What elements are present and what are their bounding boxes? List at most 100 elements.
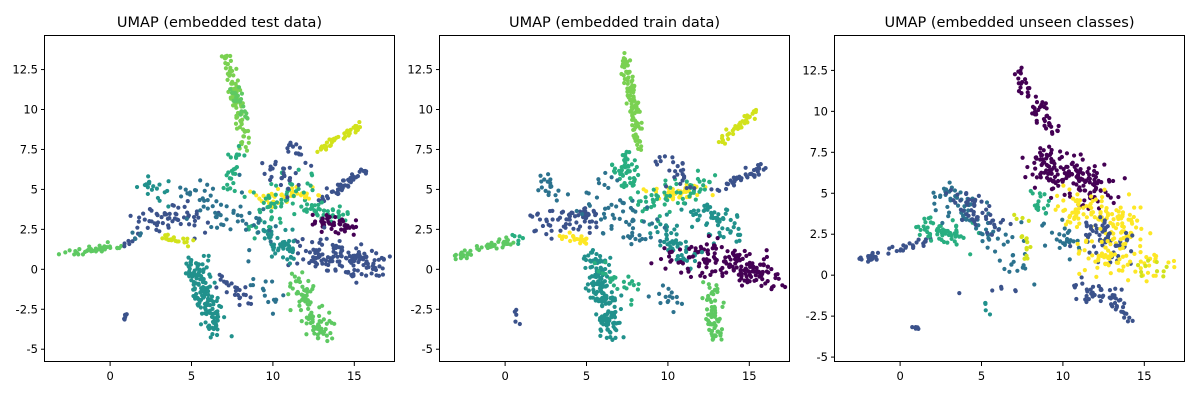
data-point [1061,177,1066,183]
data-point [1114,260,1119,265]
data-point [1095,265,1100,270]
data-point [709,331,714,336]
data-point [1094,274,1099,280]
data-point [758,262,763,267]
data-point [661,239,667,245]
data-point [337,204,342,209]
data-point [1138,244,1143,249]
data-point [1015,268,1020,273]
data-point [261,200,266,205]
data-point [630,123,635,128]
data-point [246,140,251,145]
data-point [316,335,321,341]
data-point [310,188,315,193]
data-point [248,295,253,300]
y-tick-label: 7.5 [20,142,38,156]
data-point [1063,222,1069,227]
data-point [306,306,311,311]
data-point [983,214,989,219]
data-point [357,169,362,174]
data-point [702,274,707,280]
data-point [1108,271,1113,276]
data-point [303,194,308,199]
data-point [709,187,714,192]
data-point [707,179,712,185]
data-point [1044,156,1049,161]
data-point [307,315,312,320]
data-point [198,178,203,183]
data-point [213,210,218,215]
data-point [1086,166,1091,171]
data-point [1118,205,1123,210]
data-point [629,162,635,167]
data-point [645,205,650,210]
data-point [1025,164,1030,170]
data-point [716,319,721,324]
data-point [231,180,236,186]
data-point [206,258,211,263]
y-tick-label: 10 [813,104,828,118]
data-point [281,293,286,298]
data-point [610,212,615,217]
data-point [1072,285,1077,290]
data-point [1112,300,1118,306]
data-point [184,261,189,266]
data-point [93,249,99,254]
data-point [1040,223,1045,228]
data-point [176,217,181,223]
data-point [662,190,667,195]
data-point [597,286,603,291]
data-point [246,135,251,140]
data-point [987,312,993,317]
data-point [330,336,335,341]
data-point [317,207,322,212]
data-point [178,185,183,190]
data-point [251,223,256,228]
data-point [691,208,696,213]
data-point [317,253,322,258]
data-point [324,236,329,241]
data-point [361,257,366,262]
data-point [337,183,342,188]
data-point [1110,304,1115,309]
data-point [1111,217,1116,222]
data-point [940,220,945,226]
data-point [248,189,253,194]
data-point [137,215,142,220]
y-tick-label: -2.5 [411,302,433,316]
data-point [1084,224,1089,229]
data-point [918,227,923,233]
data-point [293,189,299,194]
data-point [230,79,235,84]
data-point [730,264,735,269]
data-point [339,217,345,222]
data-point [1028,244,1033,250]
data-point [1100,194,1105,200]
data-point [667,168,672,173]
data-point [208,335,213,340]
data-point [1114,303,1119,309]
data-point [721,234,726,240]
data-point [707,327,712,332]
data-point [298,193,304,198]
data-point [726,136,731,142]
data-point [1122,315,1127,320]
data-point [508,242,513,247]
data-point [608,255,613,260]
data-point [743,266,748,271]
data-point [649,261,654,266]
data-point [1087,250,1092,255]
data-point [262,236,267,241]
data-point [615,178,620,183]
data-point [297,243,303,248]
data-point [221,185,226,191]
data-point [1032,106,1037,111]
data-point [587,230,592,236]
data-point [567,217,572,222]
data-point [760,277,765,282]
data-point [714,215,720,220]
data-point [287,165,292,170]
data-point [286,292,291,297]
data-point [268,177,273,183]
data-point [706,282,711,287]
